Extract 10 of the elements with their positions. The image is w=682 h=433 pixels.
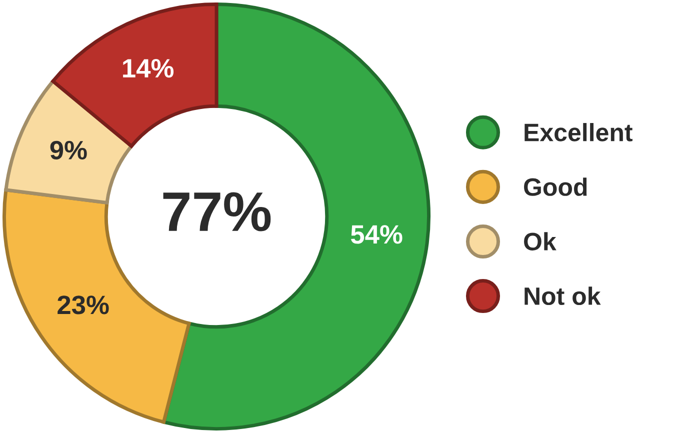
data-label: 14%	[123, 59, 174, 78]
data-label: 9%	[50, 140, 87, 160]
donut-slice	[4, 79, 134, 204]
legend-label: Excellent	[524, 123, 632, 142]
text: 77%	[163, 192, 271, 232]
legend-label: Good	[524, 178, 587, 196]
data-label: 54%	[350, 225, 402, 244]
legend-label: Ok	[524, 232, 556, 250]
data-label: 23%	[58, 296, 109, 314]
legend-label: Not ok	[524, 286, 601, 306]
